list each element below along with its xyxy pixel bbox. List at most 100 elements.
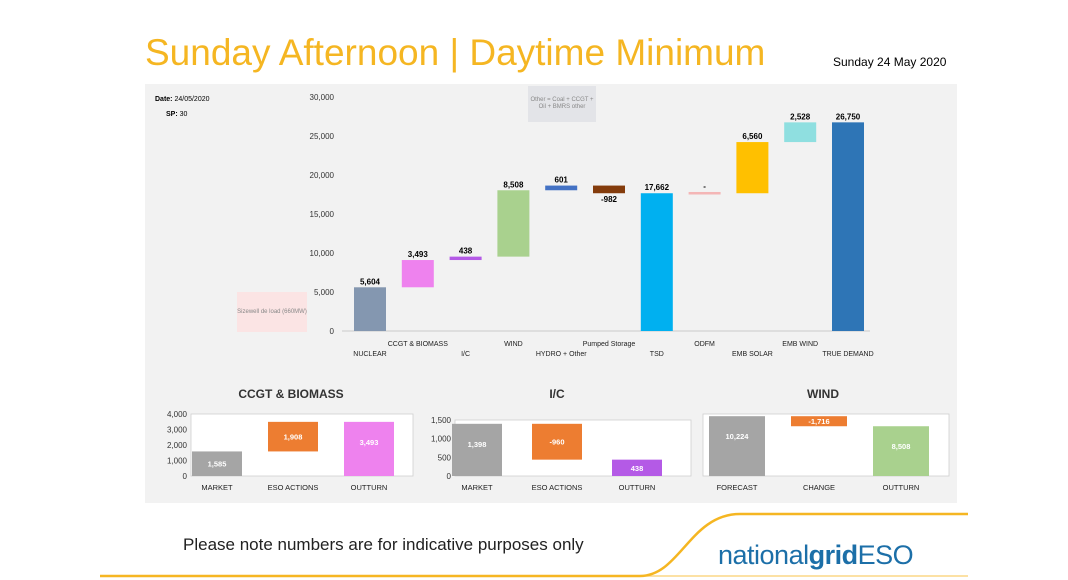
- x-tick-label: NUCLEAR: [353, 351, 386, 358]
- chart-title: CCGT & BIOMASS: [238, 387, 343, 401]
- data-label: 26,750: [836, 112, 861, 121]
- y-tick-label: 1,000: [167, 457, 188, 466]
- data-label: 1,908: [284, 433, 303, 442]
- x-tick-label: TSD: [650, 351, 664, 358]
- interconnector-chart: I/C 0 500 1,000 1,500 1,398 MARKET -960 ESO ACTI…: [431, 387, 692, 492]
- data-label: 2,528: [790, 112, 811, 121]
- bar-outturn: [344, 421, 394, 476]
- x-tick-label: HYDRO + Other: [536, 351, 587, 358]
- y-tick-label: 4,000: [167, 410, 188, 419]
- logo: nationalgridESO: [718, 540, 914, 571]
- y-tick-label: 2,000: [167, 441, 188, 450]
- data-label: 1,398: [468, 440, 487, 449]
- x-tick-label: CCGT & BIOMASS: [388, 341, 448, 348]
- bar-tsd: [640, 193, 673, 331]
- bar-outturn: [873, 426, 929, 476]
- bar-true-demand: [832, 122, 864, 331]
- x-tick-label: MARKET: [461, 483, 493, 492]
- logo-part-national: national: [718, 540, 809, 570]
- chart-panel: Date: 24/05/2020 SP: 30 0 5,000 10,000 15,0…: [145, 84, 957, 503]
- bar-odfm: [688, 191, 721, 195]
- data-label: 438: [631, 464, 644, 473]
- data-label: -960: [549, 438, 564, 447]
- y-tick-label: 5,000: [314, 288, 335, 297]
- ccgt-biomass-chart: CCGT & BIOMASS 0 1,000 2,000 3,000 4,000 1,585…: [167, 387, 414, 492]
- x-tick-label: MARKET: [201, 483, 233, 492]
- x-tick-label: Pumped Storage: [583, 341, 636, 348]
- meta-sp-label: SP:: [166, 111, 178, 118]
- data-label: 8,508: [892, 442, 911, 451]
- data-label: 438: [459, 247, 473, 256]
- y-tick-label: 25,000: [310, 132, 335, 141]
- y-tick-label: 0: [330, 327, 335, 336]
- x-tick-label: OUTTURN: [883, 483, 920, 492]
- data-label: -982: [601, 195, 618, 204]
- x-tick-label: ESO ACTIONS: [532, 483, 583, 492]
- data-label: 5,604: [360, 277, 381, 286]
- footer-decoration: [100, 512, 968, 578]
- data-label: 1,585: [208, 460, 227, 469]
- x-tick-label: OUTTURN: [351, 483, 388, 492]
- wind-chart: WIND 10,224 FORECAST -1,716 CHANGE 8,508 OUTTU…: [702, 387, 950, 492]
- y-tick-label: 10,000: [310, 249, 335, 258]
- y-tick-label: 20,000: [310, 171, 335, 180]
- y-tick-label: 0: [447, 472, 452, 481]
- data-label: -1,716: [808, 417, 829, 426]
- bar-change: [791, 416, 847, 427]
- data-label: -: [703, 182, 706, 191]
- y-tick-label: 500: [438, 453, 452, 462]
- data-label: 17,662: [645, 183, 670, 192]
- sizewell-note: Sizewell de load (660MW): [237, 292, 307, 332]
- y-tick-label: 30,000: [310, 93, 335, 102]
- footer-line-top: [100, 512, 968, 578]
- logo-part-eso: ESO: [857, 540, 914, 570]
- other-composition-note-text: Other = Coal + CCGT + Oil + BMRS other: [530, 96, 594, 111]
- x-tick-label: WIND: [504, 341, 523, 348]
- meta-date-value: 24/05/2020: [174, 96, 210, 103]
- sizewell-note-text: Sizewell de load (660MW): [237, 309, 307, 315]
- page-title: Sunday Afternoon | Daytime Minimum: [145, 32, 766, 73]
- meta-sp-value: 30: [179, 111, 188, 118]
- bar-emb-solar: [736, 142, 769, 194]
- bar-wind: [497, 190, 530, 257]
- meta-date-label: Date:: [155, 96, 173, 103]
- chart-title: I/C: [549, 387, 565, 401]
- data-label: 10,224: [726, 432, 750, 441]
- meta-sp: SP: 30: [166, 111, 187, 118]
- y-tick-label: 0: [183, 472, 188, 481]
- x-tick-label: FORECAST: [717, 483, 758, 492]
- bar-forecast: [709, 416, 765, 476]
- bar-outturn: [612, 459, 662, 476]
- bar-emb-wind: [784, 122, 817, 143]
- bar-pumped-storage: [593, 185, 625, 194]
- x-tick-label: OUTTURN: [619, 483, 656, 492]
- data-label: 6,560: [742, 132, 763, 141]
- waterfall-chart: 0 5,000 10,000 15,000 20,000 25,000 30,000 5,60…: [310, 93, 874, 358]
- bar-eso-actions: [268, 421, 318, 452]
- data-label: 3,493: [408, 250, 429, 259]
- x-tick-label: I/C: [461, 351, 470, 358]
- data-label: 3,493: [360, 438, 379, 447]
- x-tick-label: CHANGE: [803, 483, 835, 492]
- x-tick-label: TRUE DEMAND: [822, 351, 873, 358]
- x-tick-label: ODFM: [694, 341, 715, 348]
- x-tick-label: EMB WIND: [782, 341, 818, 348]
- footer-note: Please note numbers are for indicative p…: [183, 535, 584, 554]
- data-label: 601: [555, 176, 569, 185]
- meta-date: Date: 24/05/2020: [155, 96, 210, 103]
- bar-ccgt-biomass: [401, 260, 434, 288]
- data-label: 8,508: [503, 180, 524, 189]
- other-composition-note: Other = Coal + CCGT + Oil + BMRS other: [528, 86, 596, 122]
- header-date: Sunday 24 May 2020: [833, 55, 947, 69]
- x-tick-label: EMB SOLAR: [732, 351, 773, 358]
- logo-part-grid: grid: [808, 540, 859, 570]
- y-tick-label: 3,000: [167, 426, 188, 435]
- bar-market: [192, 451, 242, 476]
- chart-title: WIND: [807, 387, 839, 401]
- bar-nuclear: [354, 287, 386, 331]
- bar-eso-actions: [532, 423, 582, 460]
- y-tick-label: 1,000: [431, 435, 452, 444]
- y-tick-label: 1,500: [431, 416, 452, 425]
- bar-hydro-other: [545, 185, 578, 191]
- y-tick-label: 15,000: [310, 210, 335, 219]
